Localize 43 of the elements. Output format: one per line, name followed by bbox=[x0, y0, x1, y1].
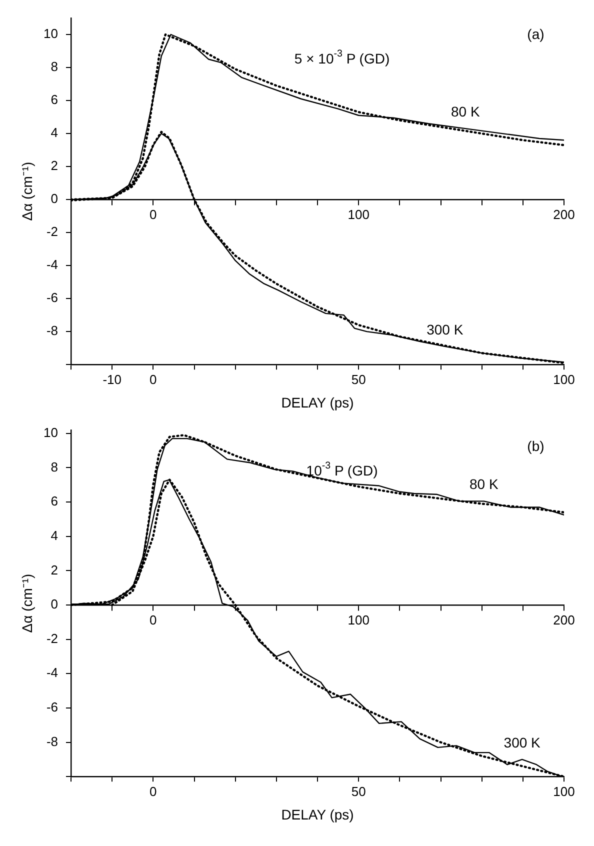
y-tick-label: -2 bbox=[46, 630, 58, 646]
y-tick-label: -4 bbox=[46, 257, 58, 272]
y-tick-label: 0 bbox=[50, 596, 58, 612]
x2-tick-label: 200 bbox=[553, 206, 575, 222]
x-tick-label: -10 bbox=[102, 372, 122, 387]
y-tick-label: 10 bbox=[44, 26, 58, 42]
x-tick-label: 100 bbox=[553, 372, 575, 387]
y-tick-label: 10 bbox=[44, 425, 58, 440]
x-tick-label: 0 bbox=[150, 372, 157, 387]
x-tick-label: 50 bbox=[351, 784, 366, 799]
y-tick-label: 2 bbox=[50, 562, 58, 578]
x-tick-label: 0 bbox=[150, 784, 157, 799]
y-tick-label: 8 bbox=[50, 59, 58, 74]
annotation: (b) bbox=[527, 438, 544, 454]
series-label: 80 K bbox=[469, 476, 499, 492]
series-label: 80 K bbox=[451, 103, 480, 120]
x2-tick-label: 0 bbox=[150, 612, 157, 628]
y-tick-label: -8 bbox=[46, 734, 58, 749]
y-tick-label: 4 bbox=[50, 125, 58, 140]
y-tick-label: 6 bbox=[50, 494, 58, 509]
y-tick-label: -6 bbox=[46, 700, 58, 715]
x-axis-title: DELAY (ps) bbox=[281, 394, 354, 410]
y-tick-label: 8 bbox=[50, 459, 58, 474]
y-tick-label: 6 bbox=[50, 92, 58, 108]
y-tick-label: -2 bbox=[46, 224, 58, 240]
series-label: 300 K bbox=[426, 321, 464, 338]
x-tick-label: 100 bbox=[553, 784, 575, 799]
y-tick-label: 4 bbox=[50, 528, 58, 543]
y-tick-label: -6 bbox=[46, 290, 58, 306]
y-axis-title: Δα (cm⁻¹) bbox=[18, 162, 35, 221]
series-label: 300 K bbox=[504, 734, 542, 750]
x2-tick-label: 100 bbox=[348, 206, 370, 222]
x2-tick-label: 100 bbox=[348, 612, 370, 628]
y-axis-title: Δα (cm⁻¹) bbox=[18, 574, 35, 633]
y-tick-label: 2 bbox=[50, 158, 58, 174]
x2-tick-label: 0 bbox=[150, 206, 157, 222]
x-axis-title: DELAY (ps) bbox=[281, 806, 354, 822]
y-tick-label: 0 bbox=[50, 191, 58, 206]
y-tick-label: -8 bbox=[46, 323, 58, 338]
y-tick-label: -4 bbox=[46, 665, 58, 680]
x-tick-label: 50 bbox=[351, 372, 366, 387]
x2-tick-label: 200 bbox=[553, 612, 575, 628]
annotation: (a) bbox=[527, 26, 544, 42]
